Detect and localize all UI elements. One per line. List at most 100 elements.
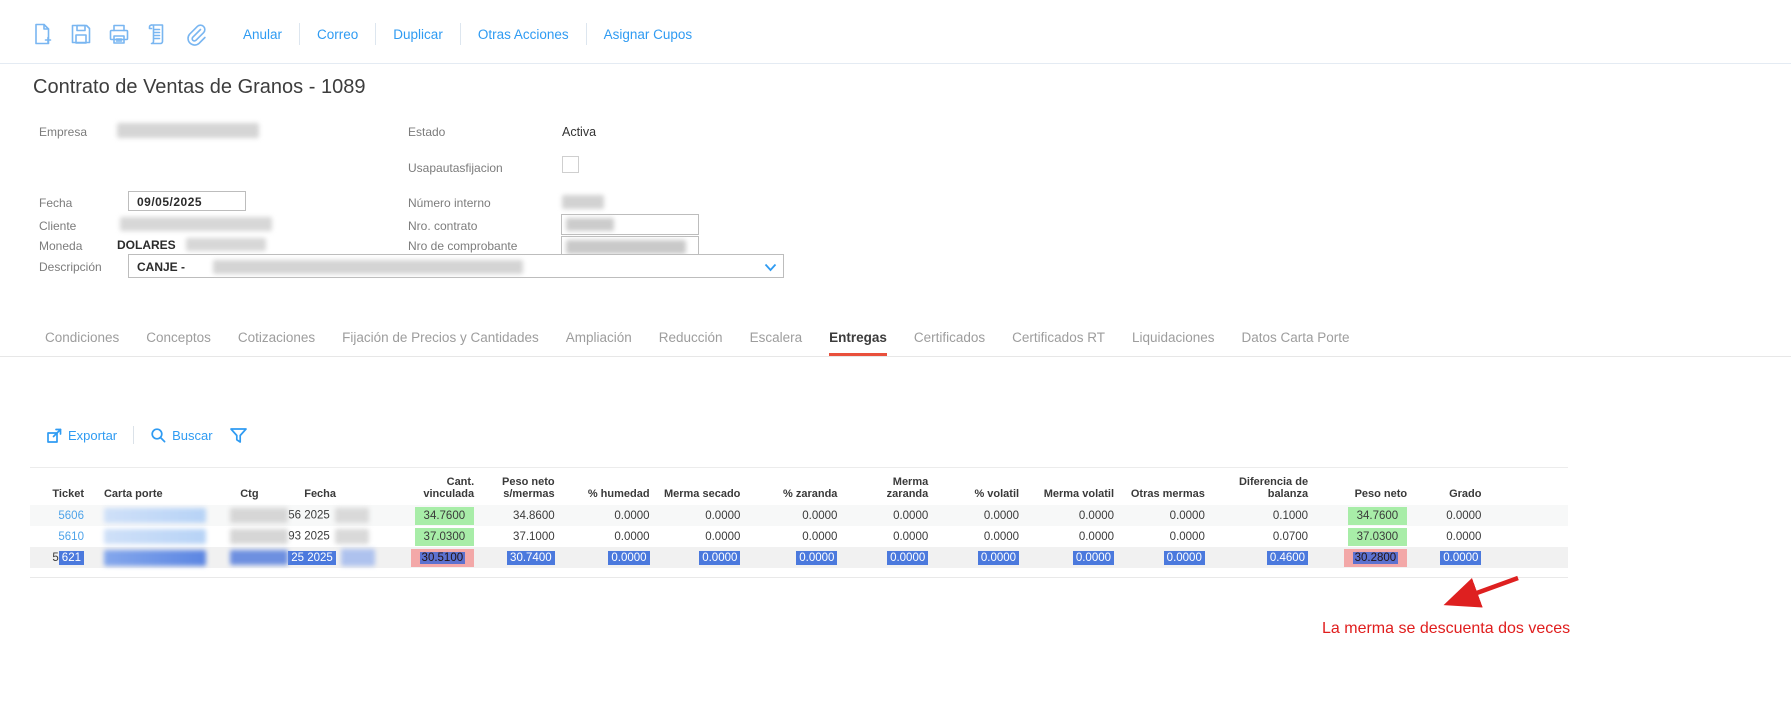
toolbar-action-separator — [585, 23, 587, 45]
export-label: Exportar — [68, 427, 118, 443]
empresa-value-redacted — [117, 123, 259, 138]
value-cell: 37.0300 — [389, 526, 484, 547]
value-cell: 30.5100 — [389, 547, 484, 568]
report-icon[interactable] — [144, 21, 170, 47]
tab-certificados[interactable]: Certificados — [913, 330, 986, 345]
table-row-ticket-5621[interactable]: 5 621 25 2025 30.5100 30.7400 0.0000 0.0000 0.00… — [30, 547, 1568, 568]
column-header-merma-zaranda: Merma zaranda — [886, 476, 929, 500]
search-button[interactable]: Buscar — [150, 427, 213, 444]
column-header-grado: Grado — [1449, 488, 1482, 500]
value-cell: 0.0000 — [802, 509, 838, 522]
value-cell: 34.7600 — [1318, 505, 1417, 526]
fecha-input[interactable]: 09/05/2025 — [128, 191, 246, 211]
value-cell: 0.0000 — [802, 530, 838, 543]
ticket-cell[interactable]: 5610 — [58, 530, 84, 543]
tab-condiciones[interactable]: Condiciones — [45, 330, 120, 345]
ctg-cell: 25 — [230, 547, 308, 568]
cliente-value-redacted — [120, 217, 272, 231]
value-cell: 0.0000 — [893, 509, 929, 522]
tab-datos-carta-porte[interactable]: Datos Carta Porte — [1241, 330, 1350, 345]
toolbar: Anular Correo Duplicar Otras Acciones Asigna… — [30, 16, 709, 52]
value-cell: 0.0000 — [938, 547, 1029, 568]
carta-porte-cell — [94, 526, 230, 547]
value-cell: 37.1000 — [513, 530, 555, 543]
tab-liquidaciones[interactable]: Liquidaciones — [1131, 330, 1215, 345]
tab-entregas[interactable]: Entregas — [829, 330, 887, 356]
value-cell: 0.0000 — [750, 547, 847, 568]
tab-conceptos[interactable]: Conceptos — [146, 330, 211, 345]
column-header-peso-neto: Peso neto — [1354, 488, 1408, 500]
column-header--volatil: % volatil — [974, 488, 1020, 500]
tab-escalera[interactable]: Escalera — [749, 330, 803, 345]
value-cell: 0.0000 — [1169, 530, 1205, 543]
nro-comprobante-value-redacted — [566, 240, 686, 254]
filter-button[interactable] — [229, 427, 248, 444]
column-header--humedad: % humedad — [587, 488, 650, 500]
search-icon — [151, 427, 166, 442]
chevron-down-icon[interactable] — [764, 263, 777, 272]
fecha-cell: 2025 — [294, 505, 389, 526]
page-title: Contrato de Ventas de Granos - 1089 — [33, 76, 366, 98]
nro-contrato-input[interactable] — [561, 214, 699, 235]
value-cell: 34.7600 — [389, 505, 484, 526]
save-icon[interactable] — [68, 21, 94, 47]
value-cell: 0.0000 — [983, 509, 1020, 522]
tab-certificados-rt[interactable]: Certificados RT — [1012, 330, 1105, 345]
value-cell: 0.0000 — [614, 530, 650, 543]
tab-ampliación[interactable]: Ampliación — [565, 330, 632, 345]
value-cell: 0.0000 — [1169, 509, 1205, 522]
table-row-ticket-5606[interactable]: 5606 56 2025 34.7600 34.8600 0.0000 0.0000 0.00… — [30, 505, 1568, 526]
toolbar-action-correo[interactable]: Correo — [317, 26, 359, 42]
ctg-cell: 93 — [230, 526, 301, 547]
column-header-merma-secado: Merma secado — [663, 488, 741, 500]
value-cell: 0.0000 — [705, 509, 741, 522]
numero-interno-value-redacted — [562, 195, 604, 209]
cliente-label: Cliente — [39, 219, 77, 233]
value-cell: 0.0000 — [983, 530, 1020, 543]
export-button[interactable]: Exportar — [46, 427, 117, 444]
value-cell: 0.0000 — [847, 547, 938, 568]
tab-reducción[interactable]: Reducción — [658, 330, 723, 345]
fecha-value: 09/05/2025 — [137, 195, 203, 209]
toolbar-action-duplicar[interactable]: Duplicar — [393, 26, 443, 42]
value-cell: 0.0000 — [1417, 547, 1491, 568]
tab-cotizaciones[interactable]: Cotizaciones — [237, 330, 316, 345]
toolbar-action-asignar-cupos[interactable]: Asignar Cupos — [603, 26, 693, 42]
column-header-cant-vinculada: Cant. vinculada — [423, 476, 475, 500]
descripcion-value-redacted — [213, 260, 523, 274]
table-toolbar: Exportar Buscar — [46, 426, 248, 444]
value-cell: 0.0000 — [1446, 509, 1482, 522]
value-cell: 0.0000 — [1078, 509, 1115, 522]
nro-contrato-value-redacted — [566, 218, 614, 231]
tabs-divider — [0, 356, 1791, 357]
value-cell: 0.0000 — [614, 509, 650, 522]
column-header--zaranda: % zaranda — [783, 488, 838, 500]
ticket-cell[interactable]: 5 621 — [30, 547, 94, 568]
carta-porte-cell — [94, 547, 230, 568]
estado-label: Estado — [408, 125, 446, 139]
value-cell: 0.0000 — [893, 530, 929, 543]
descripcion-label: Descripción — [39, 260, 102, 274]
value-cell: 0.0000 — [1078, 530, 1115, 543]
value-cell: 0.0000 — [660, 547, 751, 568]
ticket-cell[interactable]: 5606 — [58, 509, 84, 522]
attachment-icon[interactable] — [182, 21, 208, 47]
column-header-carta-porte: Carta porte — [103, 488, 163, 500]
toolbar-action-otras-acciones[interactable]: Otras Acciones — [477, 26, 569, 42]
print-icon[interactable] — [106, 21, 132, 47]
new-document-icon[interactable] — [30, 21, 56, 47]
table-row-ticket-5610[interactable]: 5610 93 2025 37.0300 37.1000 0.0000 0.0000 0.00… — [30, 526, 1568, 547]
column-header-diferencia-de-balanza: Diferencia de balanza — [1238, 476, 1309, 500]
tab-bar: Condiciones Conceptos Cotizaciones Fijación… — [45, 330, 1350, 356]
usapautasfijacion-checkbox[interactable] — [562, 156, 579, 173]
column-header-ticket: Ticket — [52, 488, 84, 500]
toolbar-action-anular[interactable]: Anular — [243, 26, 283, 42]
moneda-label: Moneda — [39, 239, 83, 253]
value-cell: 0.0000 — [565, 547, 660, 568]
value-cell: 0.0000 — [1124, 547, 1215, 568]
table-toolbar-separator — [133, 426, 135, 444]
descripcion-value: CANJE - — [137, 260, 186, 274]
tab-fijación-de-precios-y-cantidades[interactable]: Fijación de Precios y Cantidades — [342, 330, 539, 345]
descripcion-select[interactable]: CANJE - — [128, 254, 784, 278]
value-cell: 34.8600 — [513, 509, 555, 522]
